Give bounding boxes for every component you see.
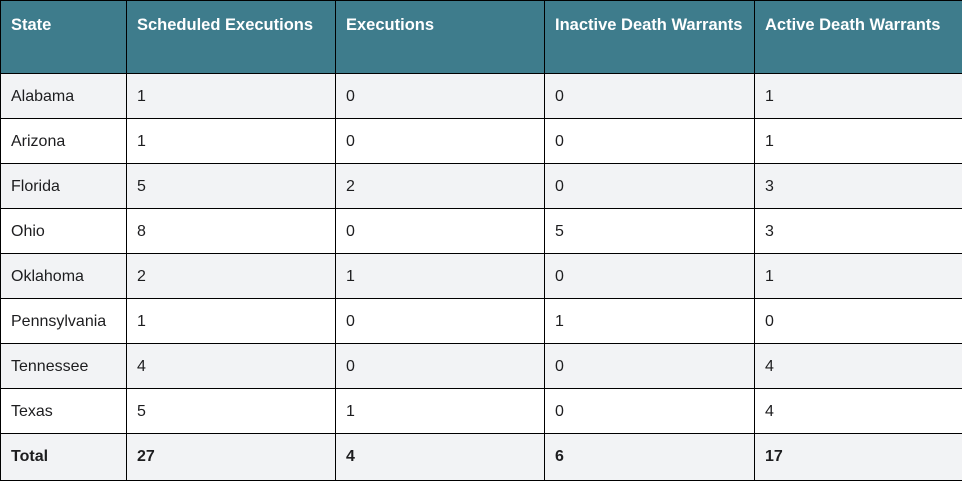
inactive-death-warrants-cell: 0 (545, 344, 755, 389)
active-death-warrants-cell: 0 (755, 299, 962, 344)
table-row: Florida 5 2 0 3 (1, 164, 962, 209)
scheduled-executions-cell: 1 (127, 119, 336, 164)
executions-cell: 0 (336, 74, 545, 119)
executions-cell: 2 (336, 164, 545, 209)
table-row: Oklahoma 2 1 0 1 (1, 254, 962, 299)
scheduled-executions-cell: 4 (127, 344, 336, 389)
scheduled-executions-cell: 2 (127, 254, 336, 299)
column-header-executions: Executions (336, 1, 545, 74)
column-header-inactive-death-warrants: Inactive Death Warrants (545, 1, 755, 74)
column-header-active-death-warrants: Active Death Warrants (755, 1, 962, 74)
state-cell: Texas (1, 389, 127, 434)
table-row: Arizona 1 0 0 1 (1, 119, 962, 164)
column-header-state: State (1, 1, 127, 74)
inactive-death-warrants-cell: 0 (545, 164, 755, 209)
executions-cell: 0 (336, 344, 545, 389)
table-body: Alabama 1 0 0 1 Arizona 1 0 0 1 Florida … (1, 74, 962, 481)
total-scheduled-executions-cell: 27 (127, 434, 336, 481)
inactive-death-warrants-cell: 0 (545, 119, 755, 164)
active-death-warrants-cell: 4 (755, 344, 962, 389)
state-cell: Alabama (1, 74, 127, 119)
table-header: State Scheduled Executions Executions In… (1, 1, 962, 74)
executions-cell: 0 (336, 299, 545, 344)
active-death-warrants-cell: 1 (755, 254, 962, 299)
executions-cell: 0 (336, 119, 545, 164)
table-row: Ohio 8 0 5 3 (1, 209, 962, 254)
scheduled-executions-cell: 5 (127, 389, 336, 434)
inactive-death-warrants-cell: 0 (545, 74, 755, 119)
total-row: Total 27 4 6 17 (1, 434, 962, 481)
state-cell: Arizona (1, 119, 127, 164)
state-cell: Oklahoma (1, 254, 127, 299)
total-active-death-warrants-cell: 17 (755, 434, 962, 481)
active-death-warrants-cell: 1 (755, 74, 962, 119)
active-death-warrants-cell: 4 (755, 389, 962, 434)
inactive-death-warrants-cell: 5 (545, 209, 755, 254)
inactive-death-warrants-cell: 1 (545, 299, 755, 344)
active-death-warrants-cell: 1 (755, 119, 962, 164)
header-row: State Scheduled Executions Executions In… (1, 1, 962, 74)
executions-cell: 1 (336, 389, 545, 434)
total-label-cell: Total (1, 434, 127, 481)
total-executions-cell: 4 (336, 434, 545, 481)
scheduled-executions-cell: 8 (127, 209, 336, 254)
table-row: Alabama 1 0 0 1 (1, 74, 962, 119)
scheduled-executions-cell: 1 (127, 74, 336, 119)
table-row: Texas 5 1 0 4 (1, 389, 962, 434)
table-row: Pennsylvania 1 0 1 0 (1, 299, 962, 344)
active-death-warrants-cell: 3 (755, 209, 962, 254)
inactive-death-warrants-cell: 0 (545, 389, 755, 434)
executions-cell: 0 (336, 209, 545, 254)
table-row: Tennessee 4 0 0 4 (1, 344, 962, 389)
executions-cell: 1 (336, 254, 545, 299)
scheduled-executions-cell: 1 (127, 299, 336, 344)
column-header-scheduled-executions: Scheduled Executions (127, 1, 336, 74)
state-cell: Pennsylvania (1, 299, 127, 344)
scheduled-executions-cell: 5 (127, 164, 336, 209)
state-cell: Tennessee (1, 344, 127, 389)
state-cell: Ohio (1, 209, 127, 254)
active-death-warrants-cell: 3 (755, 164, 962, 209)
total-inactive-death-warrants-cell: 6 (545, 434, 755, 481)
inactive-death-warrants-cell: 0 (545, 254, 755, 299)
state-cell: Florida (1, 164, 127, 209)
